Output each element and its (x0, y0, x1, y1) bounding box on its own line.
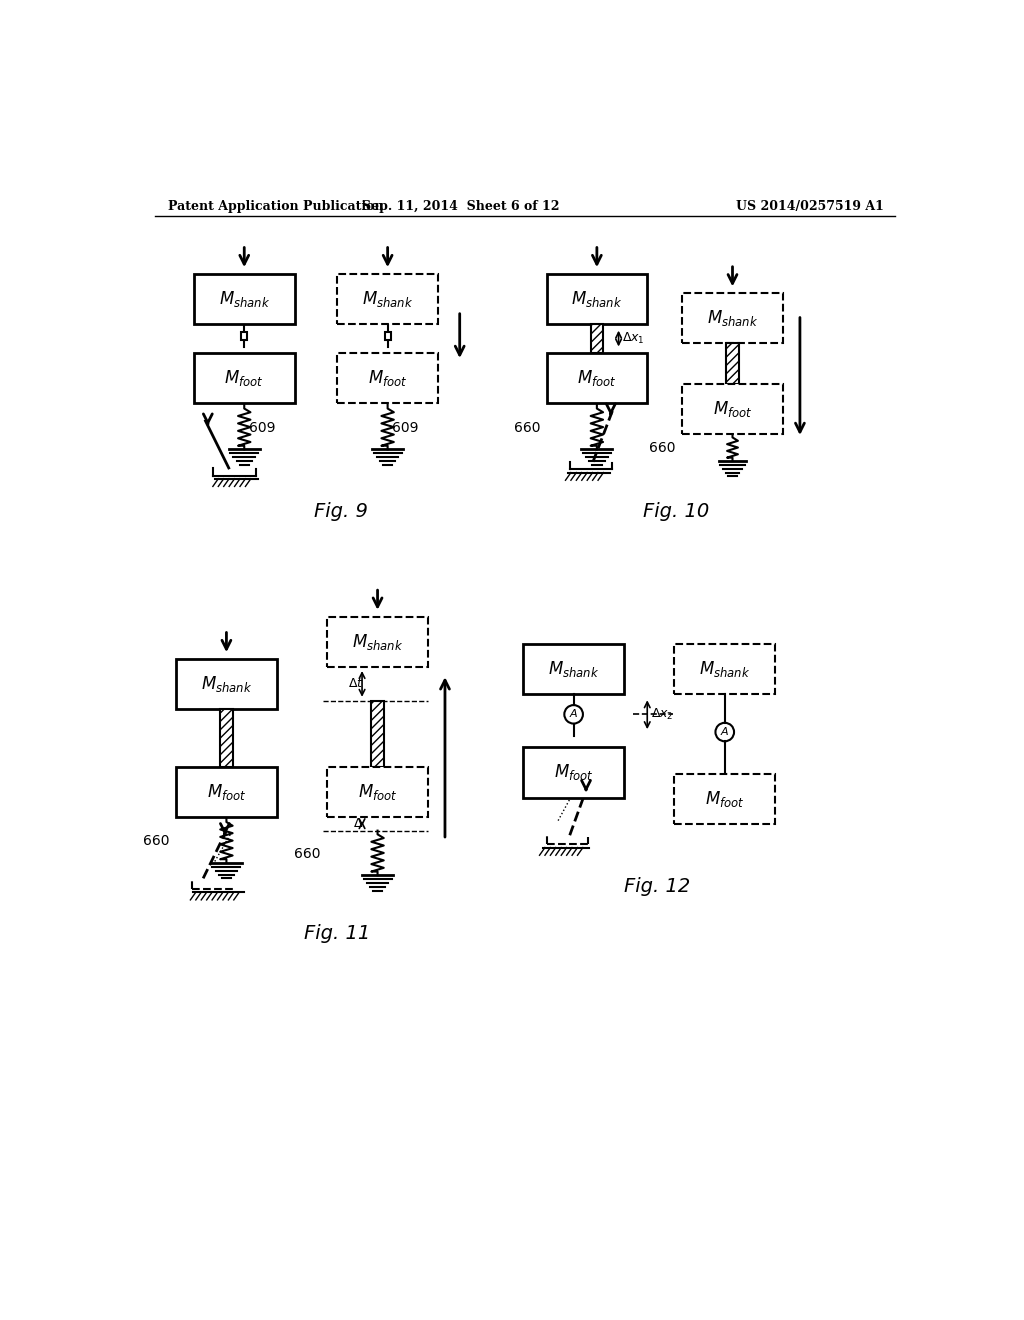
Bar (726, 343, 738, 384)
Text: $M_\mathregular{shank}$: $M_\mathregular{shank}$ (699, 659, 751, 678)
Bar (220, 709, 232, 767)
Text: $M_\mathregular{shank}$: $M_\mathregular{shank}$ (352, 631, 403, 652)
Bar (547, 275, 647, 323)
Text: A: A (569, 709, 578, 719)
Text: $M_\mathregular{foot}$: $M_\mathregular{foot}$ (554, 763, 594, 783)
Text: Fig. 9: Fig. 9 (314, 502, 368, 520)
Text: $\Delta t$: $\Delta t$ (348, 677, 364, 690)
Bar (682, 384, 783, 434)
Text: Sep. 11, 2014  Sheet 6 of 12: Sep. 11, 2014 Sheet 6 of 12 (362, 199, 560, 213)
Text: 660: 660 (143, 834, 170, 849)
Bar (176, 767, 276, 817)
Text: 660: 660 (649, 441, 676, 455)
Text: $M_\mathregular{shank}$: $M_\mathregular{shank}$ (707, 308, 758, 329)
Text: $\Delta x_2$: $\Delta x_2$ (651, 706, 674, 722)
Text: $M_\mathregular{foot}$: $M_\mathregular{foot}$ (207, 781, 246, 801)
Text: $M_\mathregular{shank}$: $M_\mathregular{shank}$ (571, 289, 623, 309)
Text: $M_\mathregular{shank}$: $M_\mathregular{shank}$ (201, 675, 252, 694)
Text: Patent Application Publication: Patent Application Publication (168, 199, 384, 213)
Text: $M_\mathregular{foot}$: $M_\mathregular{foot}$ (357, 781, 397, 801)
Bar (675, 775, 775, 825)
Bar (328, 616, 428, 667)
Bar (194, 275, 295, 323)
Text: Fig. 11: Fig. 11 (304, 924, 370, 942)
Bar (194, 354, 295, 404)
Bar (523, 747, 624, 797)
Text: Fig. 10: Fig. 10 (643, 502, 710, 520)
Bar (385, 331, 391, 339)
Text: A: A (721, 727, 728, 737)
Bar (328, 767, 428, 817)
Text: $M_\mathregular{shank}$: $M_\mathregular{shank}$ (361, 289, 414, 309)
Text: US 2014/0257519 A1: US 2014/0257519 A1 (736, 199, 884, 213)
Bar (176, 659, 276, 709)
Text: 660: 660 (295, 846, 321, 861)
Bar (337, 275, 438, 323)
Text: $M_\mathregular{foot}$: $M_\mathregular{foot}$ (224, 368, 264, 388)
Text: $M_\mathregular{foot}$: $M_\mathregular{foot}$ (705, 789, 744, 809)
Bar (675, 644, 775, 693)
Text: Fig. 12: Fig. 12 (624, 876, 690, 895)
Text: 609: 609 (249, 421, 275, 434)
Text: 609: 609 (392, 421, 419, 434)
Bar (682, 293, 783, 343)
Text: 660: 660 (514, 421, 541, 434)
Text: $M_\mathregular{shank}$: $M_\mathregular{shank}$ (218, 289, 270, 309)
Bar (337, 354, 438, 404)
Text: $M_\mathregular{foot}$: $M_\mathregular{foot}$ (368, 368, 408, 388)
Text: $M_\mathregular{shank}$: $M_\mathregular{shank}$ (548, 659, 599, 678)
Bar (372, 701, 384, 767)
Bar (241, 331, 248, 339)
Bar (523, 644, 624, 693)
Bar (547, 354, 647, 404)
Text: $\Delta x_1$: $\Delta x_1$ (622, 331, 644, 346)
Text: $\Delta$: $\Delta$ (353, 817, 364, 830)
Text: $M_\mathregular{foot}$: $M_\mathregular{foot}$ (713, 399, 753, 418)
Text: $M_\mathregular{foot}$: $M_\mathregular{foot}$ (578, 368, 616, 388)
Bar (591, 323, 603, 354)
